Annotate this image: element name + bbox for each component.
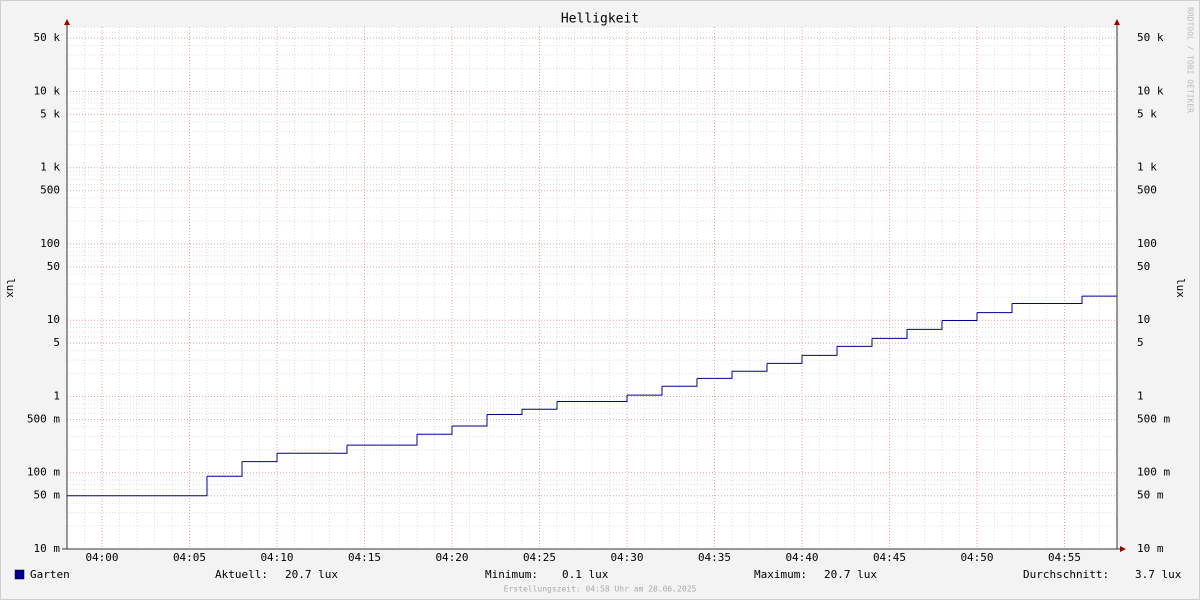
step-segment: [67, 476, 208, 497]
step-segment: [1012, 296, 1083, 304]
y-tick-label: 5: [53, 336, 60, 349]
y2-tick-label: 1: [1137, 389, 1144, 402]
y2-axis-label: lux: [1174, 278, 1187, 298]
step-segment: [487, 409, 523, 416]
y2-tick-label: 500 m: [1137, 412, 1170, 425]
step-segment: [942, 312, 978, 321]
step-segment: [802, 346, 838, 356]
x-tick-label: 04:30: [610, 551, 643, 564]
y2-tick-label: 500: [1137, 184, 1157, 197]
y2-tick-label: 50 k: [1137, 31, 1164, 44]
y-tick-label: 100: [40, 237, 60, 250]
step-segment: [207, 461, 243, 477]
stat-value: 3.7 lux: [1135, 568, 1182, 581]
y-tick-label: 50: [47, 260, 60, 273]
x-tick-label: 04:40: [785, 551, 818, 564]
y2-tick-label: 10 k: [1137, 84, 1164, 97]
footer: Erstellungszeit: 04:58 Uhr am 20.06.2025: [504, 585, 697, 594]
step-segment: [452, 414, 488, 427]
y-tick-label: 500: [40, 184, 60, 197]
y-tick-label: 500 m: [27, 412, 60, 425]
step-segment: [662, 378, 698, 387]
y2-tick-label: 100: [1137, 237, 1157, 250]
x-tick-label: 04:15: [348, 551, 381, 564]
y-tick-label: 1: [53, 389, 60, 402]
x-tick-label: 04:35: [698, 551, 731, 564]
stat-label: Maximum:: [754, 568, 807, 581]
x-tick-label: 04:05: [173, 551, 206, 564]
y2-tick-label: 10: [1137, 313, 1150, 326]
legend-swatch: [14, 569, 25, 580]
step-segment: [697, 371, 733, 379]
stat-value: 0.1 lux: [562, 568, 609, 581]
x-tick-label: 04:25: [523, 551, 556, 564]
step-segment: [977, 303, 1013, 314]
step-segment: [907, 320, 943, 330]
stat-label: Aktuell:: [215, 568, 268, 581]
step-segment: [347, 434, 418, 446]
y-tick-label: 10: [47, 313, 60, 326]
stat-value: 20.7 lux: [824, 568, 877, 581]
y2-tick-label: 10 m: [1137, 542, 1164, 555]
step-segment: [627, 386, 663, 396]
x-tick-label: 04:00: [85, 551, 118, 564]
y2-tick-label: 50: [1137, 260, 1150, 273]
y-axis-label: lux: [4, 278, 17, 298]
y-tick-label: 10 m: [34, 542, 61, 555]
step-segment: [732, 363, 768, 372]
step-segment: [277, 445, 348, 454]
y2-tick-label: 5: [1137, 336, 1144, 349]
y-tick-label: 1 k: [40, 161, 60, 174]
y-tick-label: 50 k: [34, 31, 61, 44]
y-tick-label: 50 m: [34, 489, 61, 502]
step-segment: [522, 401, 558, 410]
y-tick-label: 100 m: [27, 466, 60, 479]
y-tick-label: 5 k: [40, 107, 60, 120]
x-tick-label: 04:55: [1048, 551, 1081, 564]
y2-tick-label: 5 k: [1137, 107, 1157, 120]
step-segment: [767, 355, 803, 364]
y2-tick-label: 100 m: [1137, 466, 1170, 479]
x-tick-label: 04:50: [960, 551, 993, 564]
x-tick-label: 04:10: [260, 551, 293, 564]
stat-value: 20.7 lux: [285, 568, 338, 581]
legend-label: Garten: [30, 568, 70, 581]
chart-title: Helligkeit: [561, 12, 639, 27]
step-segment: [837, 338, 873, 347]
step-segment: [872, 329, 908, 339]
y2-tick-label: 50 m: [1137, 489, 1164, 502]
stat-label: Minimum:: [485, 568, 538, 581]
x-tick-label: 04:20: [435, 551, 468, 564]
x-tick-label: 04:45: [873, 551, 906, 564]
y2-tick-label: 1 k: [1137, 161, 1157, 174]
stat-label: Durchschnitt:: [1023, 568, 1109, 581]
step-segment: [242, 453, 278, 463]
y-tick-label: 10 k: [34, 84, 61, 97]
marks: [67, 295, 1117, 497]
watermark: RRDTOOL / TOBI OETIKER: [1186, 7, 1195, 113]
step-segment: [557, 395, 628, 402]
step-segment: [417, 426, 453, 435]
